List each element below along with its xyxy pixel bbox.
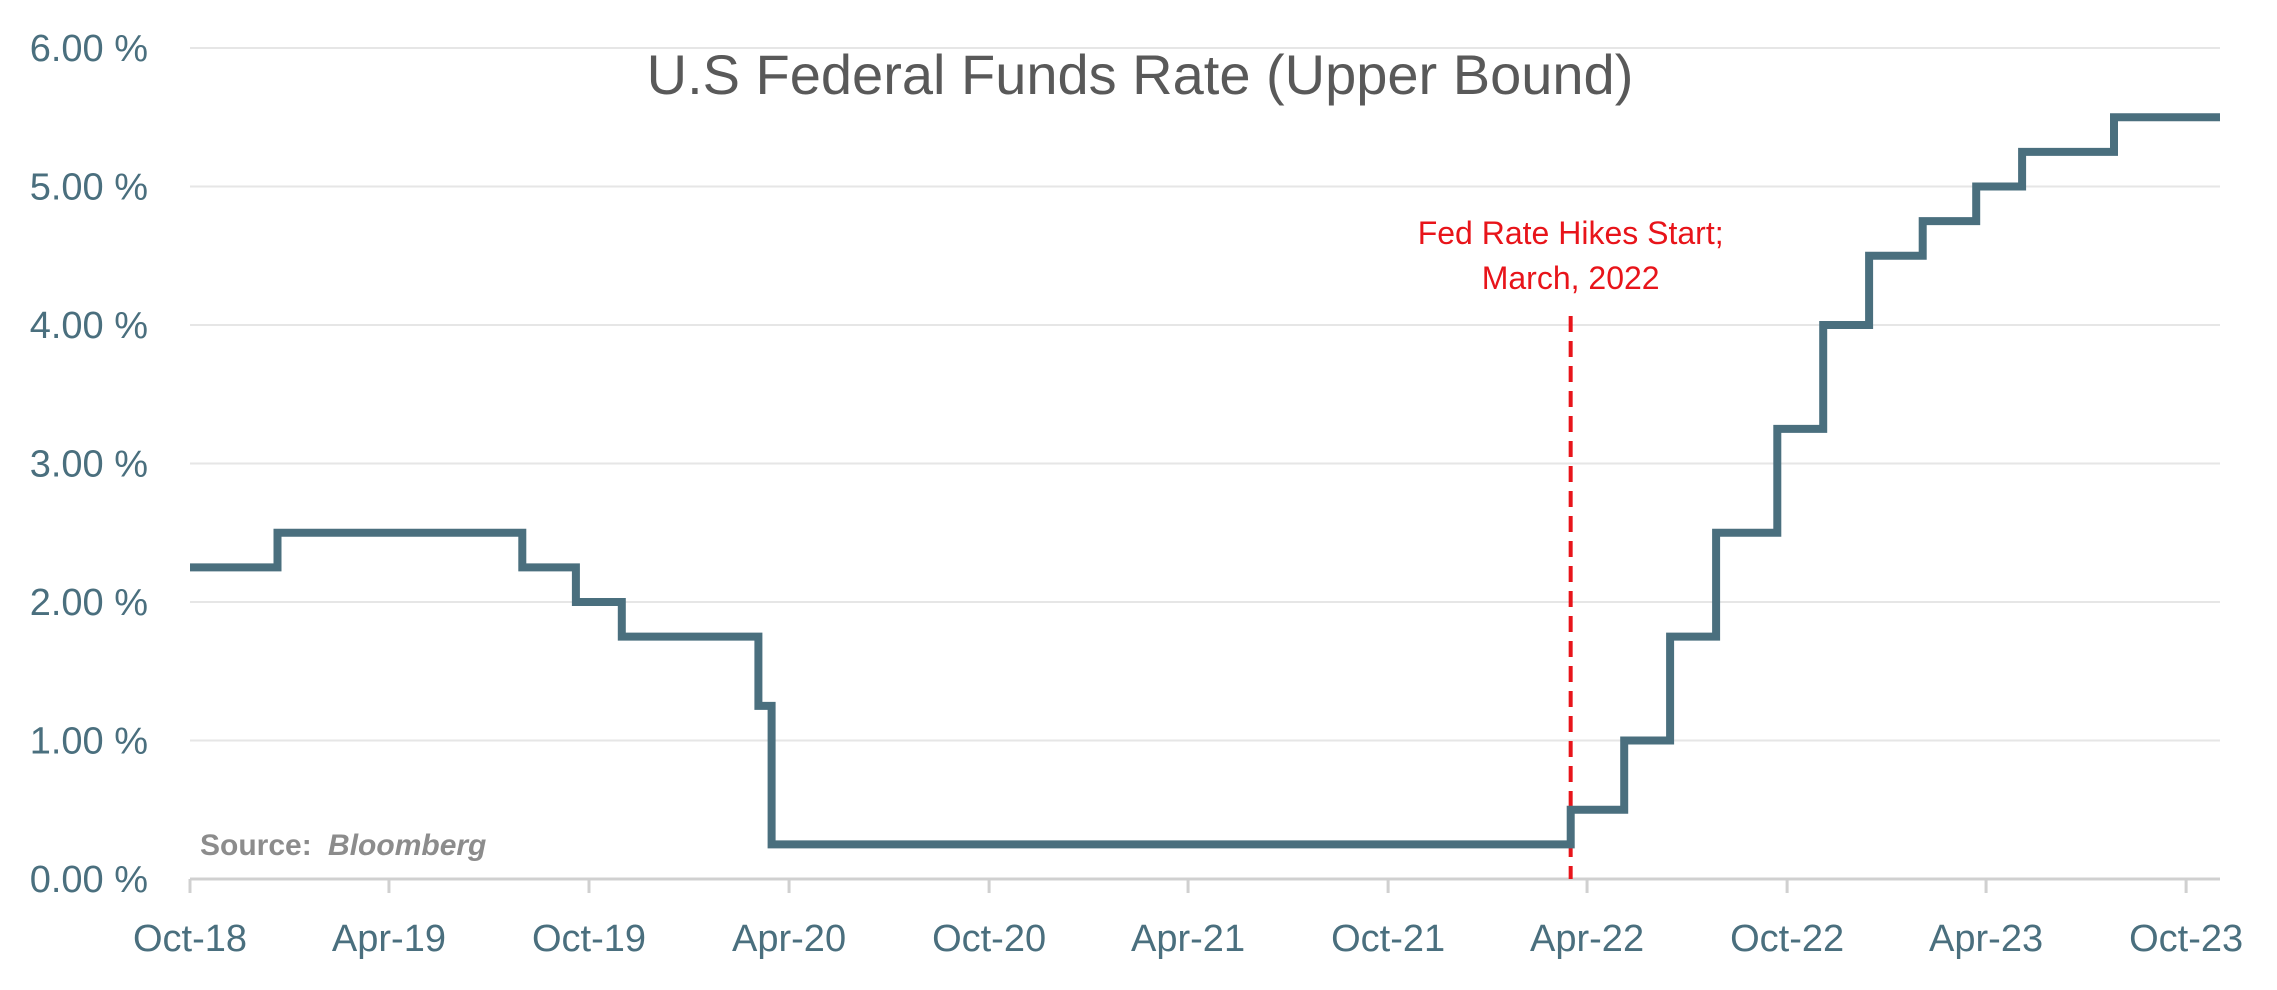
- rate-data-point: [1773, 425, 1781, 433]
- rate-data-point: [2216, 113, 2224, 121]
- y-axis-labels: 0.00 % 1.00 % 2.00 % 3.00 % 4.00 % 5.00 % 6.00…: [30, 28, 148, 901]
- y-tick-label: 6.00 %: [30, 28, 148, 70]
- rate-data-point: [273, 529, 281, 537]
- annotation-label-line1: Fed Rate Hikes Start;: [1418, 215, 1724, 251]
- x-tick-label: Apr-19: [332, 918, 446, 960]
- rate-data-point: [1819, 321, 1827, 329]
- rate-data-point: [1919, 217, 1927, 225]
- rate-data-point: [768, 840, 776, 848]
- rate-data-point: [186, 563, 194, 571]
- source-label: Source:: [200, 829, 312, 862]
- rate-data-point: [1972, 183, 1980, 191]
- chart-title: U.S Federal Funds Rate (Upper Bound): [647, 43, 1634, 106]
- x-tick-label: Apr-22: [1530, 918, 1644, 960]
- rate-data-point: [1620, 737, 1628, 745]
- x-tick-label: Apr-23: [1929, 918, 2043, 960]
- x-axis-labels: Oct-18 Apr-19 Oct-19 Apr-20 Oct-20 Apr-21 Oct-…: [133, 918, 2243, 960]
- rate-data-point: [754, 702, 762, 710]
- x-tick-label: Apr-20: [732, 918, 846, 960]
- rate-data-point: [2110, 113, 2118, 121]
- rate-data-point: [2018, 148, 2026, 156]
- source-name: Bloomberg: [328, 829, 486, 862]
- rate-data-point: [1567, 806, 1575, 814]
- series-layer: [186, 113, 2224, 849]
- x-tick-label: Oct-18: [133, 918, 247, 960]
- x-tick-label: Oct-20: [932, 918, 1046, 960]
- axis-layer: [188, 877, 2220, 893]
- y-tick-label: 3.00 %: [30, 444, 148, 486]
- rate-data-point: [1865, 252, 1873, 260]
- annotation-layer: Fed Rate Hikes Start; March, 2022: [1418, 215, 1724, 879]
- x-tick-label: Oct-21: [1331, 918, 1445, 960]
- y-tick-label: 4.00 %: [30, 305, 148, 347]
- rate-data-point: [618, 633, 626, 641]
- y-tick-label: 2.00 %: [30, 582, 148, 624]
- rate-data-point: [572, 598, 580, 606]
- x-tick-label: Oct-19: [532, 918, 646, 960]
- rate-data-point: [518, 563, 526, 571]
- x-tick-label: Oct-22: [1730, 918, 1844, 960]
- rate-data-point: [1712, 529, 1720, 537]
- y-tick-label: 1.00 %: [30, 721, 148, 763]
- source-note: Source: Bloomberg: [200, 829, 486, 862]
- x-tick-label: Oct-23: [2129, 918, 2243, 960]
- rate-series-line: [190, 113, 2220, 849]
- y-tick-label: 5.00 %: [30, 167, 148, 209]
- y-tick-label: 0.00 %: [30, 859, 148, 901]
- rate-data-point: [1666, 633, 1674, 641]
- grid-layer: [190, 47, 2220, 742]
- annotation-label-line2: March, 2022: [1482, 260, 1660, 296]
- x-tick-label: Apr-21: [1131, 918, 1245, 960]
